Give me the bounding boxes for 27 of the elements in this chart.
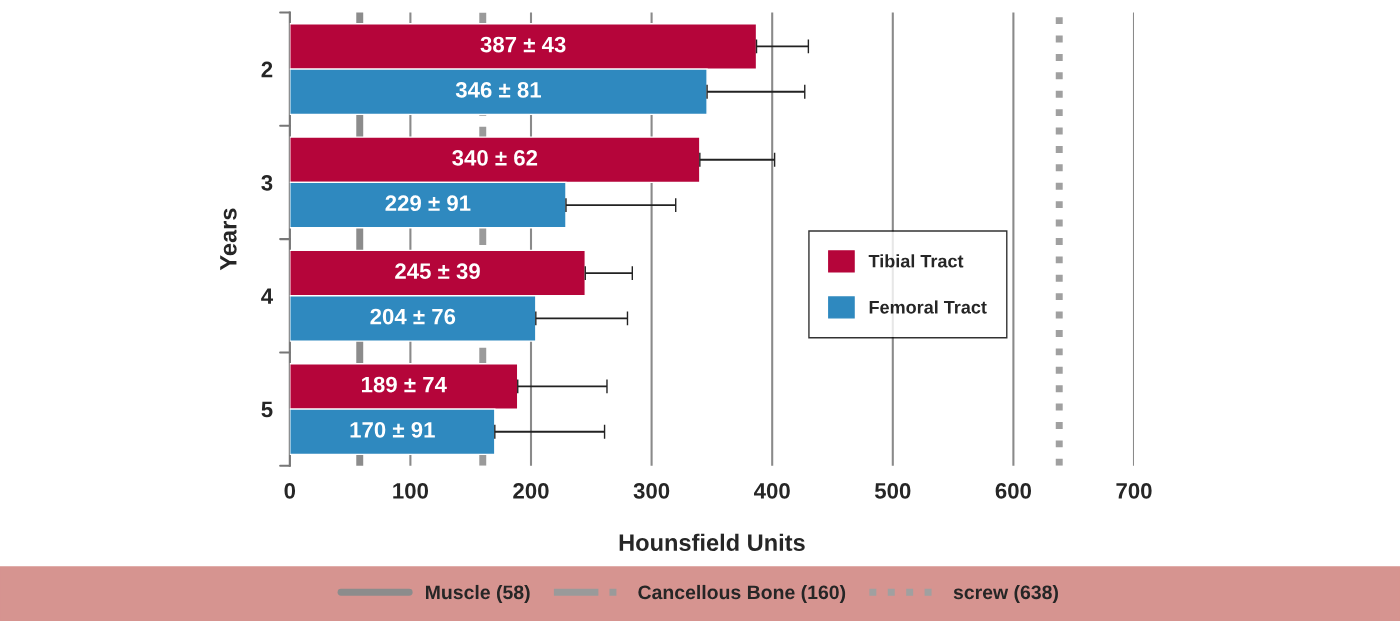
data-label: 346 ± 81 xyxy=(455,81,541,98)
data-label: 170 ± 91 xyxy=(350,421,435,438)
legend-label: screw (638) xyxy=(953,584,1058,604)
data-label: 340 ± 62 xyxy=(452,149,538,166)
x-axis-title: Hounsfield Units xyxy=(619,533,805,552)
y-axis-title: Years xyxy=(220,208,237,271)
x-tick-label: 500 xyxy=(874,483,911,499)
data-label: 229 ± 91 xyxy=(385,195,471,212)
x-tick-label: 700 xyxy=(1116,483,1152,499)
x-tick-label: 200 xyxy=(513,483,549,499)
y-tick-label: 5 xyxy=(261,401,273,418)
y-tick-label: 4 xyxy=(261,288,274,304)
x-tick-label: 300 xyxy=(633,483,670,499)
legend-label: Cancellous Bone (160) xyxy=(638,584,846,604)
x-tick-label: 600 xyxy=(995,483,1032,499)
y-tick-label: 3 xyxy=(261,174,273,191)
data-label: 204 ± 76 xyxy=(370,308,456,325)
legend-label: Femoral Tract xyxy=(869,300,987,314)
y-tick-label: 2 xyxy=(261,61,273,78)
data-label: 189 ± 74 xyxy=(362,376,447,393)
legend-label: Muscle (58) xyxy=(425,584,530,604)
data-label: 245 ± 39 xyxy=(395,263,480,280)
data-label: 387 ± 43 xyxy=(480,36,566,53)
x-tick-label: 400 xyxy=(754,483,790,499)
legend-label: Tibial Tract xyxy=(868,254,964,268)
x-tick-label: 0 xyxy=(284,483,296,499)
x-tick-label: 100 xyxy=(393,483,429,499)
